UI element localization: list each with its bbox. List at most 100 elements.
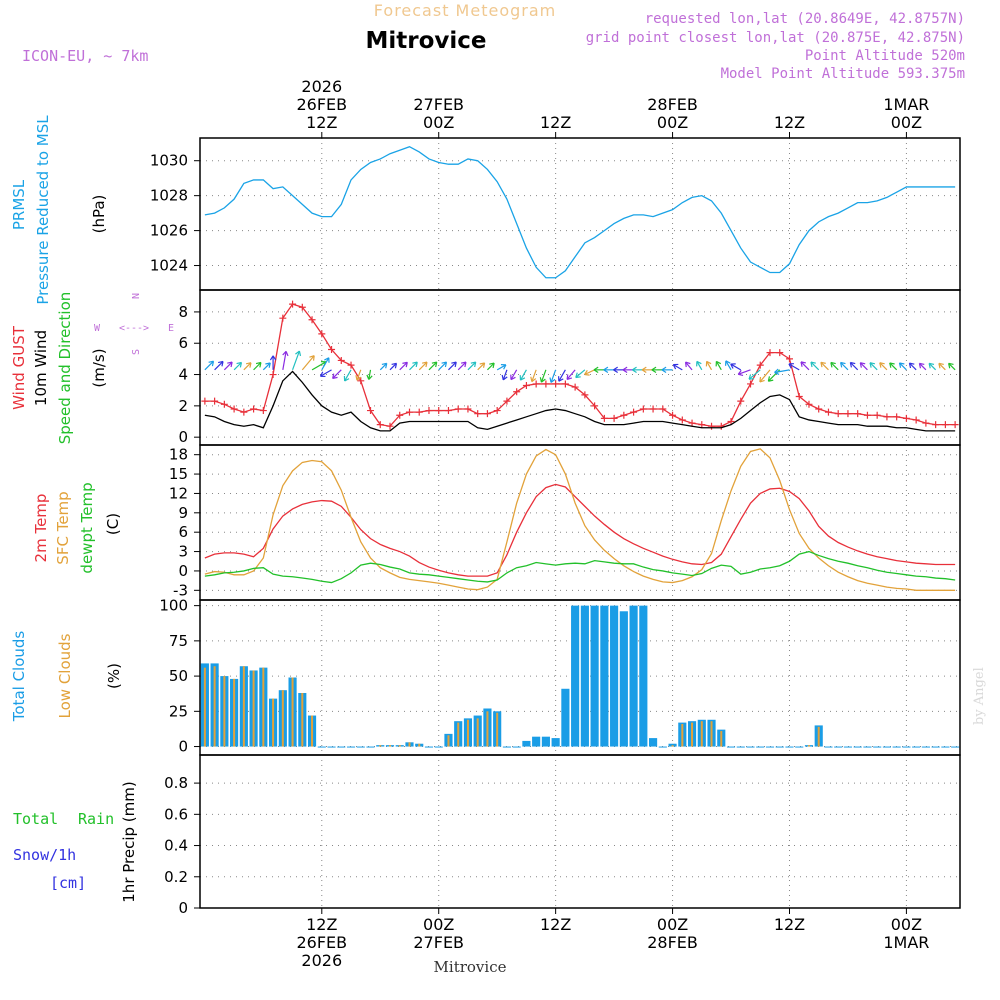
- rain-label: Rain: [78, 810, 114, 828]
- gust-point: [737, 397, 745, 405]
- top-time-label: 12Z: [774, 113, 805, 132]
- cloud-bar-low: [807, 745, 810, 747]
- ytick-label-wind: 4: [178, 366, 188, 384]
- wind-arrow-head: [767, 376, 774, 382]
- wind-arrow: [438, 361, 447, 371]
- gust-point: [708, 422, 716, 430]
- cloud-bar-low: [710, 721, 713, 747]
- cloud-bar-total: [600, 605, 609, 747]
- gust-point: [659, 405, 667, 413]
- wind-arrow: [214, 361, 224, 371]
- wind-arrow: [344, 369, 352, 382]
- wind-arrow: [820, 361, 829, 371]
- gust-point: [552, 380, 560, 388]
- ytick-label-precipitation: 0: [178, 899, 188, 917]
- gust-point: [269, 371, 277, 379]
- gust-point: [357, 377, 365, 385]
- panel-wind: 0 2 4 6 8: [178, 289, 961, 446]
- grid-point-coords: grid point closest lon,lat (20.875E, 42.…: [586, 30, 965, 46]
- wind-arrow: [928, 362, 937, 371]
- gust-point: [522, 382, 530, 390]
- wind-arrow: [696, 361, 703, 371]
- wind-arrow-head: [558, 376, 564, 382]
- wind-arrow: [938, 362, 946, 371]
- gust-point: [795, 392, 803, 400]
- wind-arrow: [540, 369, 547, 383]
- wind-arrow: [502, 369, 508, 381]
- wind-arrow: [673, 364, 683, 371]
- ytick-label-pressure: 1026: [150, 222, 188, 240]
- wind-arrow: [496, 364, 507, 371]
- temp-unit: (C): [104, 513, 122, 535]
- wind-arrow-head: [748, 374, 755, 380]
- gust-point: [308, 316, 316, 324]
- gust-point: [259, 407, 267, 415]
- top-time-label: 00Z: [891, 113, 922, 132]
- requested-coords: requested lon,lat (20.8649E, 42.8757N): [645, 11, 965, 27]
- ytick-label-temperature: 0: [178, 562, 188, 580]
- wind-arrow-head: [566, 374, 573, 380]
- wind-arrow: [282, 351, 287, 370]
- wind-arrow: [800, 361, 810, 371]
- wind-arrow: [730, 363, 742, 371]
- cloud-bar-low: [311, 715, 314, 747]
- panel-frame-precipitation: [199, 754, 961, 909]
- gust-point: [669, 411, 677, 419]
- wind-arrow-head: [603, 366, 609, 374]
- gust-point: [600, 414, 608, 422]
- wind-arrow: [830, 362, 839, 371]
- cloud-bar-total: [639, 605, 648, 747]
- wind-arrow-head: [265, 362, 271, 368]
- panel-pressure: 1024 1026 1028 1030: [150, 137, 961, 291]
- wind-arrow: [320, 369, 332, 377]
- ytick-label-clouds: 25: [169, 702, 188, 720]
- wind-arrow-head: [309, 355, 315, 361]
- wind-arrow-head: [879, 362, 885, 368]
- gust-point: [435, 407, 443, 415]
- panel-precipitation: 0 0.2 0.4 0.6 0.8: [164, 754, 961, 917]
- top-time-label: 2026: [301, 77, 342, 96]
- wind-arrow: [715, 361, 722, 371]
- gust-label: Wind GUST: [10, 325, 28, 410]
- wind-arrow-head: [661, 366, 667, 374]
- cloud-bar-total: [532, 736, 541, 747]
- cloud-bar-low: [389, 745, 391, 747]
- wind-arrow: [918, 362, 927, 371]
- gust-point: [727, 418, 735, 426]
- gust-point: [630, 408, 638, 416]
- cloud-bar-total: [541, 736, 550, 747]
- snow-label: Snow/1h: [13, 846, 76, 864]
- wind-arrow-head: [412, 361, 418, 368]
- ytick-label-pressure: 1028: [150, 187, 188, 205]
- wind-arrow-head: [898, 362, 905, 368]
- ytick-label-wind: 2: [178, 397, 188, 415]
- gust-point: [444, 407, 452, 415]
- gust-point: [854, 410, 862, 418]
- gust-point: [542, 380, 550, 388]
- wind-arrow: [899, 362, 907, 371]
- wind-arrow: [909, 362, 917, 371]
- gust-point: [318, 330, 326, 338]
- wind-arrow-head: [381, 362, 388, 369]
- gust-point: [367, 407, 375, 415]
- cloud-bar-low: [466, 719, 469, 747]
- panel-frame-temperature: [199, 444, 961, 601]
- gust-point: [620, 411, 628, 419]
- ytick-label-precipitation: 0.2: [164, 868, 188, 886]
- cloud-bar-low: [486, 711, 489, 747]
- cloud-bar-low: [281, 690, 284, 747]
- wind-arrow: [879, 362, 888, 371]
- cloud-bar-total: [561, 688, 570, 747]
- wind-arrow-head: [402, 361, 408, 368]
- cloud-bar-low: [379, 745, 382, 747]
- gust-point: [649, 405, 657, 413]
- wind-arrow: [685, 361, 693, 371]
- wind-arrow-head: [539, 377, 546, 383]
- wind-arrow: [774, 369, 790, 374]
- wind-arrow-head: [830, 361, 836, 368]
- wind-arrow-head: [840, 361, 846, 368]
- wind-arrow: [409, 361, 418, 371]
- wind-arrow: [558, 369, 566, 382]
- gust-point: [513, 388, 521, 396]
